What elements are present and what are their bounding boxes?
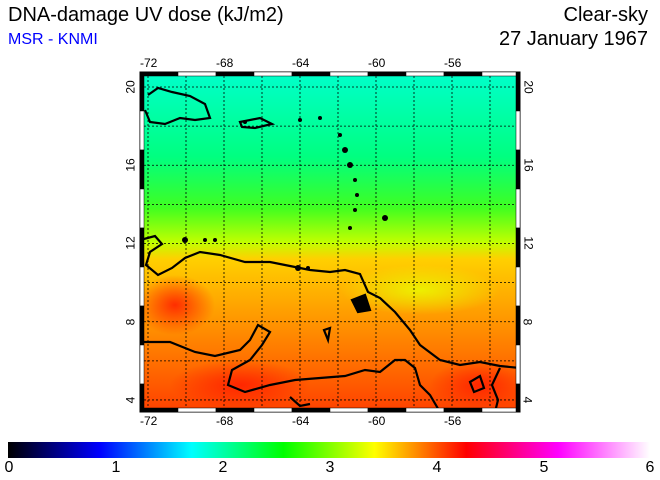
islands bbox=[182, 116, 388, 271]
border-tick-segment bbox=[139, 71, 145, 112]
lon-tick-top: -72 bbox=[140, 56, 158, 70]
lon-tick-top: -68 bbox=[216, 56, 234, 70]
border-tick-segment bbox=[177, 407, 217, 413]
border-tick-segment bbox=[139, 383, 145, 413]
border-tick-segment bbox=[515, 266, 521, 307]
lat-tick-right: 20 bbox=[521, 80, 536, 94]
border-tick-segment bbox=[215, 407, 255, 413]
border-tick-segment bbox=[139, 407, 179, 413]
border-tick-segment bbox=[367, 407, 407, 413]
border-tick-segment bbox=[139, 110, 145, 151]
lat-tick-left: 12 bbox=[123, 236, 138, 250]
lat-tick-left: 8 bbox=[123, 318, 138, 326]
lon-tick-bottom: -64 bbox=[292, 414, 310, 428]
colorbar bbox=[8, 442, 650, 458]
colorbar-label: 5 bbox=[539, 459, 549, 476]
lon-tick-bottom: -72 bbox=[140, 414, 158, 428]
coastlines bbox=[140, 86, 520, 412]
border-tick-segment bbox=[329, 407, 369, 413]
graticule bbox=[140, 72, 520, 412]
source-label: MSR - KNMI bbox=[8, 31, 98, 48]
lat-tick-right: 4 bbox=[520, 396, 535, 404]
border-tick-segment bbox=[405, 407, 445, 413]
border-tick-segment bbox=[515, 383, 521, 413]
lon-tick-bottom: -60 bbox=[368, 414, 386, 428]
map-title: DNA-damage UV dose (kJ/m2) bbox=[8, 4, 284, 26]
dose-field bbox=[140, 72, 520, 412]
border-tick-segment bbox=[139, 305, 145, 346]
lat-tick-right: 16 bbox=[521, 158, 536, 172]
border-tick-segment bbox=[329, 71, 369, 77]
border-tick-segment bbox=[481, 71, 521, 77]
border-tick-segment bbox=[481, 407, 521, 413]
border-tick-segment bbox=[515, 149, 521, 190]
colorbar-label: 6 bbox=[645, 459, 655, 476]
border-tick-segment bbox=[515, 110, 521, 151]
date-label: 27 January 1967 bbox=[498, 28, 648, 50]
border-tick-segment bbox=[515, 227, 521, 268]
lat-tick-right: 12 bbox=[521, 236, 536, 250]
border-tick-segment bbox=[253, 407, 293, 413]
border-tick-segment bbox=[367, 71, 407, 77]
lon-tick-top: -56 bbox=[444, 56, 462, 70]
border-tick-segment bbox=[139, 344, 145, 385]
lat-tick-left: 20 bbox=[123, 80, 138, 94]
border-tick-segment bbox=[177, 71, 217, 77]
lon-tick-top: -60 bbox=[368, 56, 386, 70]
colorbar-label: 4 bbox=[432, 459, 442, 476]
border-tick-segment bbox=[515, 71, 521, 112]
border-tick-segment bbox=[291, 71, 331, 77]
border-tick-segment bbox=[215, 71, 255, 77]
colorbar-label: 2 bbox=[218, 459, 228, 476]
border-tick-segment bbox=[443, 71, 483, 77]
border-tick-segment bbox=[139, 71, 179, 77]
border-tick-segment bbox=[253, 71, 293, 77]
colorbar-label: 3 bbox=[325, 459, 335, 476]
colorbar-label: 1 bbox=[111, 459, 121, 476]
uv-dose-map bbox=[139, 71, 521, 413]
border-tick-segment bbox=[139, 266, 145, 307]
colorbar-label: 0 bbox=[4, 459, 14, 476]
lon-tick-bottom: -68 bbox=[216, 414, 234, 428]
lon-tick-top: -64 bbox=[292, 56, 310, 70]
border-tick-segment bbox=[291, 407, 331, 413]
border-tick-segment bbox=[405, 71, 445, 77]
border-tick-segment bbox=[515, 188, 521, 229]
border-tick-segment bbox=[139, 188, 145, 229]
lon-tick-bottom: -56 bbox=[444, 414, 462, 428]
border-tick-segment bbox=[443, 407, 483, 413]
sky-condition: Clear-sky bbox=[563, 4, 648, 26]
lat-tick-left: 16 bbox=[123, 158, 138, 172]
border-tick-segment bbox=[139, 149, 145, 190]
border-tick-segment bbox=[515, 344, 521, 385]
lat-tick-left: 4 bbox=[123, 396, 138, 404]
lat-tick-right: 8 bbox=[520, 318, 535, 326]
border-tick-segment bbox=[139, 227, 145, 268]
